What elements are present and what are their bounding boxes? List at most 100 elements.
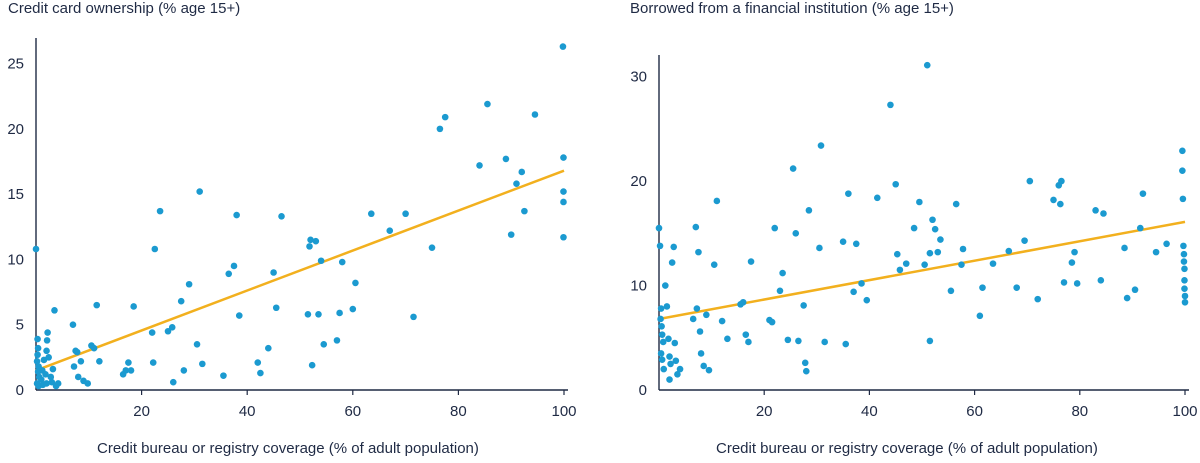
data-point (93, 301, 101, 309)
data-point (1152, 248, 1160, 256)
data-point (44, 329, 51, 336)
data-point (863, 296, 871, 304)
data-point (235, 312, 243, 319)
data-point (233, 211, 240, 219)
data-point (73, 348, 81, 356)
data-point (54, 380, 62, 387)
data-point (518, 168, 526, 176)
data-point (655, 224, 663, 232)
data-point (164, 327, 172, 335)
chart-title: Credit card ownership (% age 15+) (8, 0, 241, 17)
data-point (1071, 248, 1078, 256)
data-point (559, 43, 567, 50)
data-point (560, 188, 567, 195)
data-point (805, 207, 813, 214)
data-point (657, 305, 665, 312)
data-point (312, 237, 320, 245)
data-point (1097, 277, 1105, 284)
data-point (410, 313, 417, 321)
data-point (705, 366, 713, 374)
data-point (931, 225, 939, 233)
data-point (34, 351, 41, 359)
data-point (1179, 167, 1186, 174)
y-tick-label: 5 (16, 317, 24, 334)
data-point (560, 154, 567, 161)
data-point (724, 335, 731, 343)
data-point (560, 233, 567, 241)
data-point (657, 350, 665, 357)
data-point (668, 259, 676, 266)
y-tick-label: 20 (630, 173, 647, 190)
x-tick-label: 40 (861, 403, 878, 420)
data-point (929, 216, 936, 224)
y-tick-label: 10 (630, 278, 647, 295)
data-point (934, 248, 942, 256)
data-point (666, 353, 673, 360)
data-point (307, 236, 314, 244)
data-point (1180, 242, 1187, 250)
data-point (697, 350, 705, 357)
data-point (873, 194, 881, 202)
data-point (1131, 286, 1139, 294)
data-point (225, 270, 233, 278)
data-point (1179, 147, 1186, 155)
data-point (125, 359, 132, 366)
data-point (768, 318, 776, 326)
data-point (745, 338, 752, 346)
data-point (428, 244, 436, 251)
data-point (90, 344, 98, 352)
data-point (1021, 237, 1028, 244)
data-point (739, 298, 747, 306)
data-point (672, 357, 680, 365)
data-point (1050, 196, 1057, 204)
data-point (656, 242, 664, 250)
y-tick-label: 25 (7, 56, 24, 73)
data-point (436, 125, 444, 133)
data-point (979, 284, 986, 291)
y-tick-label: 15 (7, 186, 24, 203)
data-point (70, 363, 78, 370)
data-point (1026, 177, 1034, 185)
data-point (367, 210, 375, 218)
data-point (127, 367, 135, 374)
data-point (693, 305, 701, 312)
data-point (33, 357, 41, 365)
x-tick-label: 100 (551, 403, 576, 420)
data-point (1121, 244, 1128, 252)
data-point (742, 331, 750, 338)
data-point (1136, 224, 1144, 232)
data-point (1058, 177, 1065, 185)
data-point (660, 365, 668, 373)
data-point (507, 231, 515, 238)
data-point (513, 180, 520, 188)
data-point (257, 369, 264, 377)
data-point (700, 362, 708, 370)
data-point (1123, 294, 1131, 302)
data-point (34, 335, 41, 343)
data-point (663, 303, 671, 310)
data-point (658, 356, 666, 364)
data-point (845, 190, 852, 197)
data-point (531, 111, 539, 118)
data-point (43, 337, 51, 344)
data-point (1034, 295, 1042, 303)
data-point (959, 245, 967, 253)
data-point (338, 258, 346, 266)
data-point (476, 162, 483, 169)
data-point (69, 321, 77, 329)
chart-borrowed-financial-institution: Borrowed from a financial institution (%… (600, 0, 1200, 463)
data-point (193, 341, 201, 348)
x-tick-label: 20 (133, 403, 150, 420)
data-point (923, 61, 931, 69)
data-point (666, 376, 673, 383)
data-point (1180, 250, 1188, 258)
data-point (151, 245, 159, 253)
data-point (317, 257, 325, 265)
data-point (34, 344, 42, 352)
data-point (484, 100, 491, 108)
scatter-plot-area: 0 10 20 30 20 40 60 80 100 (630, 55, 1198, 420)
data-point (349, 305, 357, 313)
data-point (386, 227, 394, 235)
data-point (776, 287, 784, 295)
data-point (1005, 247, 1013, 255)
